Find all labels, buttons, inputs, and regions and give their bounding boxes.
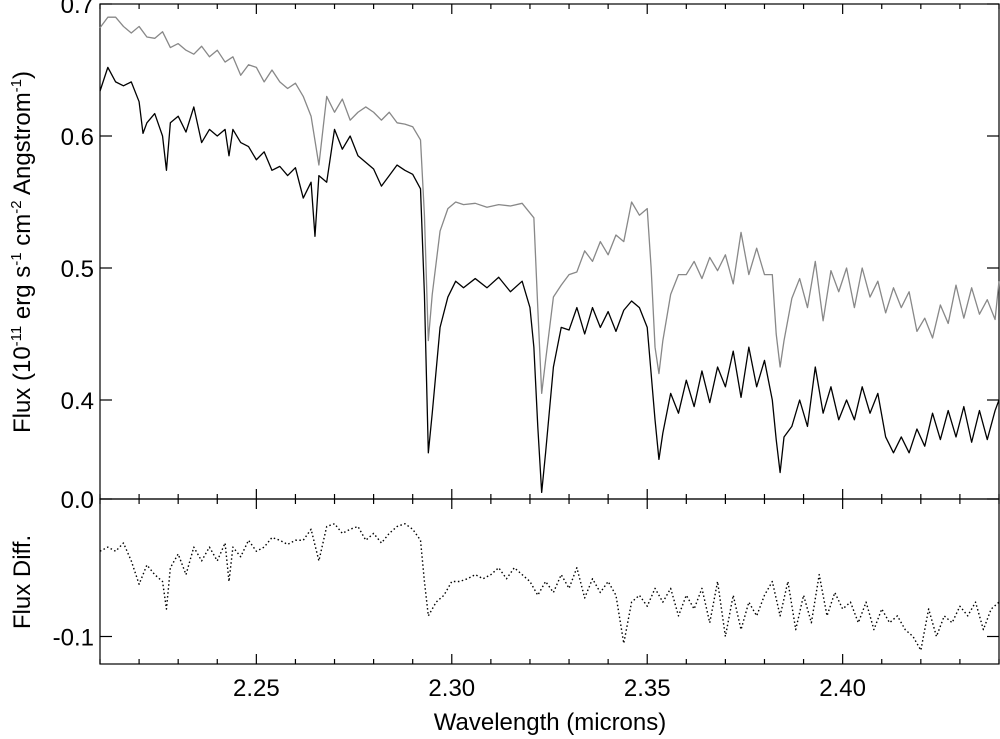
ylabel-sup-2: -1 <box>8 252 25 265</box>
bottom-panel-frame <box>99 498 1000 665</box>
bottom-panel-ylabel: Flux Diff. <box>9 535 36 629</box>
y-tick-label: 0.5 <box>61 256 94 283</box>
ylabel-mid-3: Angstrom <box>9 92 36 200</box>
ylabel-sup-4: -1 <box>8 79 25 92</box>
ylabel-suffix: ) <box>9 71 36 79</box>
x-axis-title: Wavelength (microns) <box>434 709 667 736</box>
ylabel-sup-3: -2 <box>8 200 25 213</box>
y-tick-label: 0.6 <box>61 124 94 151</box>
bottom-panel-series <box>99 523 1000 651</box>
x-tick-label: 2.40 <box>819 675 866 702</box>
y-tick-label: 0.4 <box>61 388 94 415</box>
top-series-2-line <box>99 66 1000 494</box>
ylabel-prefix: Flux (10 <box>9 346 36 433</box>
y-tick-label: -0.1 <box>53 625 94 652</box>
top-panel-ylabel: Flux (10-11 erg s-1 cm-2 Angstrom-1) <box>8 71 36 433</box>
bottom-series-1-line <box>99 523 1000 651</box>
y-tick-label: 0.7 <box>61 0 94 19</box>
ylabel-mid-1: erg s <box>9 266 36 326</box>
x-tick-label: 2.35 <box>624 675 671 702</box>
ylabel-sup-1: -11 <box>8 326 25 347</box>
x-tick-label: 2.30 <box>428 675 475 702</box>
top-panel-ticks: 0.4 0.5 0.6 0.7 <box>61 0 1000 499</box>
ylabel-mid-2: cm <box>9 214 36 253</box>
bottom-panel-ticks: 2.25 2.30 2.35 2.40 0.0 -0.1 <box>53 487 1000 702</box>
top-series-1-line <box>99 16 1000 395</box>
top-panel-series <box>99 16 1000 494</box>
x-tick-label: 2.25 <box>233 675 280 702</box>
y-tick-label: 0.0 <box>61 487 94 514</box>
